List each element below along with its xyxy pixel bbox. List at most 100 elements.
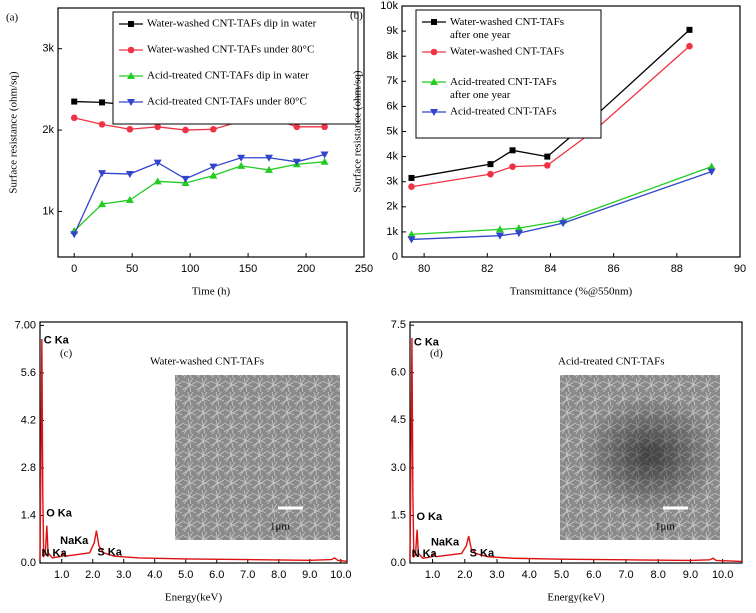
marker [126, 125, 134, 133]
peak-label: NaKa [60, 535, 89, 547]
series-line [411, 45, 690, 188]
marker [495, 232, 504, 240]
y-tick-label: 3.0 [391, 462, 406, 474]
peak-label: O Ka [46, 508, 73, 520]
y-tick-label: 4.5 [391, 414, 406, 426]
x-tick-label: 3.0 [116, 569, 131, 581]
marker [509, 147, 516, 154]
x-tick-label: 10.0 [330, 569, 351, 581]
marker [544, 162, 551, 169]
legend-label: Water-washed CNT-TAFs [450, 46, 564, 58]
plot-frame [409, 321, 743, 564]
y-tick-label: 4k [386, 151, 398, 163]
series-line [73, 161, 325, 232]
x-tick-label: 0 [71, 263, 77, 275]
peak-label: C Ka [414, 337, 440, 349]
x-tick-label: 3.0 [489, 569, 504, 581]
x-tick-label: 6.0 [586, 569, 601, 581]
scale-bar-label: 1μm [655, 521, 675, 533]
marker [209, 163, 218, 171]
peak-label: NaKa [431, 536, 460, 548]
legend-marker [431, 19, 437, 25]
marker [264, 165, 273, 173]
x-tick-label: 10.0 [712, 569, 733, 581]
y-tick-label: 5.6 [21, 367, 36, 379]
x-tick-label: 250 [355, 263, 373, 275]
sem-image [175, 375, 340, 540]
inset-title: Water-washed CNT-TAFs [150, 356, 264, 368]
marker [182, 126, 189, 134]
inset-title: Acid-treated CNT-TAFs [558, 356, 665, 368]
marker [408, 174, 415, 181]
panel-label: (a) [6, 12, 19, 24]
x-tick-label: 4.0 [522, 569, 537, 581]
y-axis-label: Surface resistance (ohm/sq) [8, 71, 20, 194]
legend-line-text: after one year [450, 29, 511, 41]
y-tick-label: 3k [386, 176, 398, 188]
y-tick-label: 2.8 [21, 462, 36, 474]
legend-marker [430, 48, 438, 56]
spectrum [409, 337, 743, 563]
peak-label: N Ka [412, 548, 438, 560]
marker [487, 170, 494, 178]
marker [686, 26, 693, 33]
y-tick-label: 9k [386, 25, 398, 37]
panel-label: (c) [60, 348, 73, 360]
y-tick-label: 2k [386, 201, 398, 213]
legend-box [415, 9, 602, 139]
marker [707, 168, 716, 176]
y-tick-label: 3k [42, 43, 54, 55]
x-axis-label: Energy(keV) [547, 592, 605, 604]
marker [210, 125, 217, 133]
legend-label: Water-washed CNT-TAFs after one year [450, 16, 564, 41]
marker [70, 114, 78, 122]
plot-frame [57, 7, 365, 258]
marker [293, 123, 301, 131]
plot-frame [39, 321, 348, 564]
marker [514, 230, 523, 238]
legend-line-text: after one year [450, 89, 511, 101]
legend-marker [430, 78, 438, 85]
x-tick-label: 88 [671, 263, 683, 275]
legend-marker [127, 72, 135, 79]
x-tick-label: 150 [239, 263, 257, 275]
panel-label: (d) [430, 348, 443, 360]
peak-label: S Ka [97, 547, 122, 559]
marker [237, 154, 246, 162]
legend-marker [430, 109, 438, 116]
x-tick-label: 200 [297, 263, 315, 275]
x-tick-label: 1.0 [425, 569, 440, 581]
marker [321, 123, 328, 131]
x-tick-label: 2.0 [85, 569, 100, 581]
legend-marker [127, 99, 135, 106]
legend-line-text: Acid-treated CNT-TAFs [450, 76, 557, 88]
marker [495, 225, 504, 233]
marker [559, 220, 568, 228]
marker [320, 157, 329, 165]
marker [209, 171, 218, 179]
y-tick-label: 1.5 [391, 509, 406, 521]
marker [514, 224, 523, 232]
x-tick-label: 9.0 [683, 569, 698, 581]
y-tick-label: 5k [386, 125, 398, 137]
marker [407, 230, 416, 238]
y-tick-label: 8k [386, 50, 398, 62]
x-tick-label: 90 [734, 263, 746, 275]
marker [292, 158, 301, 166]
marker [99, 99, 106, 106]
marker [98, 200, 107, 208]
peak-label: O Ka [416, 511, 443, 523]
scale-bar-label: 1μm [270, 521, 290, 533]
marker [98, 170, 107, 178]
x-tick-label: 1.0 [54, 569, 69, 581]
series-line [73, 153, 325, 235]
y-axis-label: Surface resistance (ohm/sq) [352, 70, 364, 193]
marker [544, 153, 551, 160]
marker [407, 236, 416, 244]
x-tick-label: 7.0 [618, 569, 633, 581]
marker [237, 161, 246, 169]
y-tick-label: 6k [386, 100, 398, 112]
x-tick-label: 4.0 [147, 569, 162, 581]
